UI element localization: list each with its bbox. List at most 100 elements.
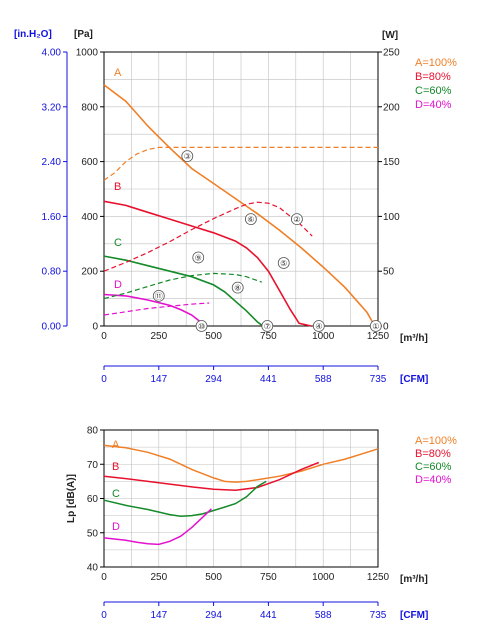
legend-item-c: C=60% [415, 85, 452, 97]
series-label-d: D [114, 279, 122, 291]
inh2o-tick-label: 2.40 [42, 157, 62, 168]
cfm-tick-label: 735 [370, 610, 387, 621]
w-tick-label: 150 [383, 157, 400, 168]
pressure-curve-a [103, 84, 376, 327]
operating-point-label: ⑦ [264, 322, 271, 331]
w-tick-label: 100 [383, 212, 400, 223]
x-tick-label: 0 [101, 572, 107, 583]
operating-point-label: ⑪ [155, 292, 163, 301]
pa-tick-label: 0 [92, 322, 98, 333]
legend-item-d: D=40% [415, 99, 452, 111]
operating-point-marker [290, 213, 303, 226]
pressure-curve-b [103, 200, 312, 327]
operating-point-label: ⑤ [280, 259, 287, 268]
plot-frame [103, 51, 379, 327]
x-tick-label: 250 [150, 331, 167, 342]
power-curve-c [103, 272, 263, 300]
legend-item-b: B=80% [415, 71, 451, 83]
series-label-b: B [114, 181, 121, 193]
db-tick-label: 60 [87, 494, 99, 505]
w-tick-label: 250 [383, 48, 400, 59]
pa-tick-label: 600 [81, 157, 98, 168]
db-tick-label: 80 [87, 426, 99, 437]
x-tick-label: 1250 [367, 331, 390, 342]
cfm-tick-label: 0 [101, 610, 107, 621]
pa-tick-label: 1000 [76, 48, 99, 59]
cfm-unit-label: [CFM] [400, 374, 428, 385]
series-label-a: A [114, 67, 122, 79]
operating-point-label: ③ [184, 152, 191, 161]
w-unit-label: [W] [382, 30, 398, 41]
db-tick-label: 50 [87, 528, 99, 539]
series-label-d: D [112, 521, 120, 533]
x-unit-label: [m³/h] [400, 574, 428, 585]
operating-point-marker [261, 320, 274, 332]
legend-item-d: D=40% [415, 474, 452, 486]
operating-point-marker [244, 213, 257, 226]
inh2o-tick-label: 1.60 [42, 212, 62, 223]
inh2o-tick-label: 4.00 [42, 48, 62, 59]
cfm-tick-label: 588 [315, 610, 332, 621]
cfm-tick-label: 294 [205, 374, 222, 385]
cfm-tick-label: 294 [205, 610, 222, 621]
x-tick-label: 500 [205, 572, 222, 583]
cfm-tick-label: 735 [370, 374, 387, 385]
operating-point-marker [192, 251, 205, 264]
legend-item-a: A=100% [415, 57, 457, 69]
operating-point-label: ① [372, 322, 379, 331]
series-label-c: C [114, 237, 122, 249]
operating-point-marker [152, 289, 165, 302]
pa-tick-label: 400 [81, 212, 98, 223]
x-tick-label: 750 [260, 572, 277, 583]
operating-point-label: ⑥ [247, 215, 254, 224]
operating-point-marker [369, 320, 382, 332]
x-tick-label: 1250 [367, 572, 390, 583]
operating-point-label: ② [293, 215, 300, 224]
power-curve-b [103, 201, 313, 272]
sound-curve-c [103, 480, 267, 518]
inh2o-unit-label: [in.H₂O] [14, 29, 52, 40]
db-tick-label: 40 [87, 563, 99, 574]
power-curve-d [103, 302, 210, 316]
x-tick-label: 750 [260, 331, 277, 342]
pressure-curve-c [103, 255, 264, 327]
x-tick-label: 1000 [312, 572, 335, 583]
x-tick-label: 250 [150, 572, 167, 583]
series-label-c: C [112, 488, 120, 500]
pa-unit-label: [Pa] [74, 29, 93, 40]
legend-item-a: A=100% [415, 435, 457, 447]
sound-curve-a [103, 444, 379, 483]
cfm-tick-label: 0 [101, 374, 107, 385]
cfm-unit-label: [CFM] [400, 610, 428, 621]
pa-tick-label: 200 [81, 267, 98, 278]
operating-point-label: ⑧ [234, 284, 241, 293]
operating-point-marker [231, 281, 244, 294]
sound-curve-d [103, 508, 212, 546]
db-tick-label: 70 [87, 460, 99, 471]
cfm-tick-label: 441 [260, 610, 277, 621]
operating-point-label: ④ [315, 322, 322, 331]
operating-point-marker [312, 320, 325, 332]
legend-item-b: B=80% [415, 448, 451, 460]
power-curve-a [103, 146, 378, 181]
db-axis-label: Lp [dB(A)] [66, 474, 77, 523]
x-tick-label: 500 [205, 331, 222, 342]
legend-item-c: C=60% [415, 461, 452, 473]
inh2o-tick-label: 0.80 [42, 267, 62, 278]
pa-tick-label: 800 [81, 102, 98, 113]
sound-curve-b [103, 461, 320, 492]
w-tick-label: 200 [383, 102, 400, 113]
cfm-tick-label: 147 [150, 610, 167, 621]
x-tick-label: 1000 [312, 331, 335, 342]
cfm-tick-label: 588 [315, 374, 332, 385]
inh2o-tick-label: 0.00 [42, 322, 62, 333]
x-tick-label: 0 [101, 331, 107, 342]
w-tick-label: 50 [383, 267, 395, 278]
cfm-tick-label: 441 [260, 374, 277, 385]
operating-point-marker [277, 257, 290, 269]
series-label-a: A [112, 439, 120, 451]
inh2o-tick-label: 3.20 [42, 102, 62, 113]
w-tick-label: 0 [383, 322, 389, 333]
